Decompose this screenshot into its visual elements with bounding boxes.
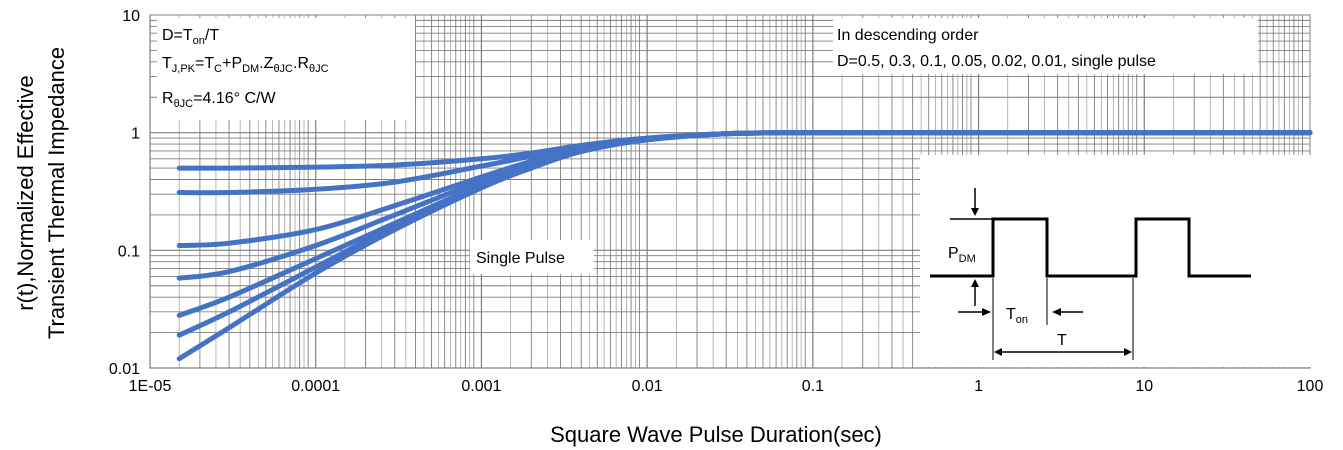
formula-part: θJC — [309, 63, 329, 75]
single-pulse-label-box: Single Pulse — [470, 240, 594, 274]
pulse-waveform — [930, 217, 1251, 278]
period-arrowhead-left — [994, 348, 1002, 356]
curves — [176, 130, 1313, 362]
junction-temp-formula: TJ,PK=TC+PDM.ZθJC.RθJC — [162, 55, 329, 75]
y-tick-label: 0.1 — [118, 243, 140, 260]
single-pulse-label: Single Pulse — [476, 250, 565, 267]
x-tick-label: 100 — [1297, 378, 1324, 395]
pulse-waveform-inset: PDM Ton T — [920, 155, 1312, 367]
formula-part: DM — [242, 63, 259, 75]
y-axis-title-line-2: Transient Thermal Impedance — [44, 47, 69, 339]
formula-part: J,PK — [172, 63, 196, 75]
ton-label: Ton — [1006, 306, 1028, 326]
period-arrowhead-right — [1124, 348, 1132, 356]
y-tick-label: 0.01 — [109, 361, 140, 378]
duty-formula: D=Ton/T — [162, 27, 219, 47]
formula-box: D=Ton/T TJ,PK=TC+PDM.ZθJC.RθJC RθJC=4.16… — [157, 18, 415, 120]
formula-part: T — [162, 55, 172, 72]
y-axis-title-line-1: r(t),Normalized Effective — [13, 75, 38, 311]
formula-part: R — [162, 90, 174, 107]
ton-arrowhead-left — [982, 308, 991, 316]
x-tick-label: 0.001 — [461, 378, 501, 395]
rthjc-value: RθJC=4.16° C/W — [162, 90, 276, 110]
y-tick-label: 10 — [122, 8, 140, 25]
formula-part: =4.16° C/W — [193, 90, 276, 107]
formula-part: =T — [195, 55, 214, 72]
pdm-arrowhead-top — [971, 208, 979, 216]
pdm-arrowhead-bottom — [971, 279, 979, 287]
formula-part: D=T — [162, 27, 193, 44]
x-tick-label: 1E-05 — [129, 378, 172, 395]
formula-part: θJC — [273, 63, 293, 75]
order-line-2: D=0.5, 0.3, 0.1, 0.05, 0.02, 0.01, singl… — [837, 53, 1156, 70]
pdm-label: PDM — [948, 245, 976, 265]
x-tick-label: 10 — [1135, 378, 1153, 395]
x-tick-label: 1 — [974, 378, 983, 395]
ton-arrowhead-right — [1052, 308, 1061, 316]
order-line-1: In descending order — [837, 27, 979, 44]
formula-part: θJC — [174, 98, 194, 110]
x-tick-label: 0.0001 — [291, 378, 340, 395]
tick-labels: 1E-05 0.0001 0.001 0.01 0.1 1 10 100 0.01 0.1 1 10 — [109, 8, 1324, 395]
order-box: In descending order D=0.5, 0.3, 0.1, 0.0… — [833, 18, 1258, 74]
formula-part: .R — [293, 55, 309, 72]
formula-part: +P — [222, 55, 242, 72]
series-line-6 — [176, 130, 1313, 362]
formula-part: /T — [205, 27, 219, 44]
x-axis-title: Square Wave Pulse Duration(sec) — [550, 422, 882, 447]
formula-part: C — [214, 63, 222, 75]
y-tick-label: 1 — [131, 126, 140, 143]
x-tick-label: 0.01 — [632, 378, 663, 395]
formula-part: .Z — [259, 55, 273, 72]
x-tick-label: 0.1 — [802, 378, 824, 395]
formula-part: on — [193, 35, 205, 47]
period-label: T — [1057, 332, 1067, 349]
